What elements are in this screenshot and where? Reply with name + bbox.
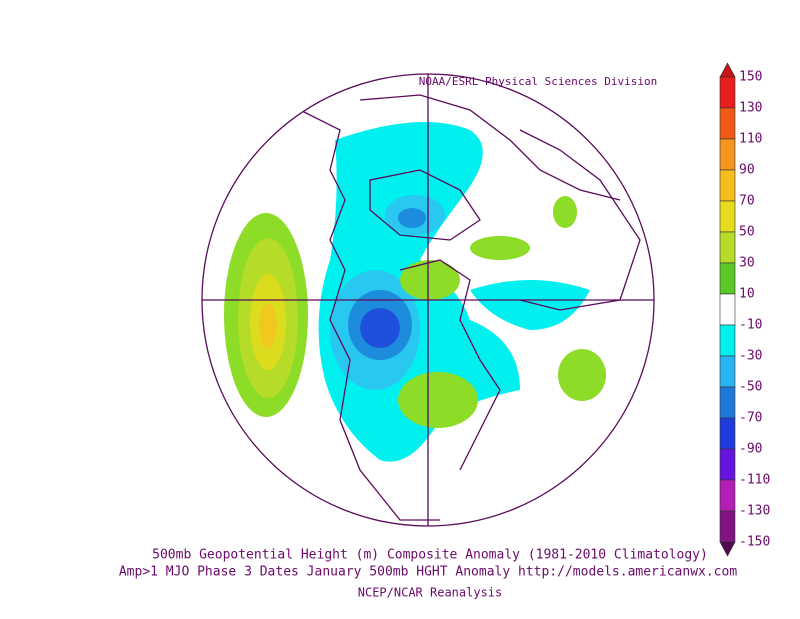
colorbar-swatch (719, 231, 736, 264)
colorbar-swatch (719, 138, 736, 171)
map (202, 74, 654, 526)
colorbar-swatch (719, 324, 736, 357)
colorbar-label: -110 (739, 473, 770, 488)
colorbar-swatch (719, 169, 736, 202)
colorbar-label: -70 (739, 411, 762, 426)
colorbar-label: 130 (739, 101, 762, 116)
colorbar-label: 30 (739, 256, 755, 271)
colorbar-label: 50 (739, 225, 755, 240)
colorbar-label: 110 (739, 132, 762, 147)
colorbar-arrow (719, 62, 736, 78)
colorbar: 150 130 110 90 70 50 30 10 -10 -30 -50 -70 -90 -110 -1… (719, 62, 770, 557)
colorbar-label: 150 (739, 70, 762, 85)
colorbar-swatch (719, 200, 736, 233)
caption: NCEP/NCAR Reanalysis (358, 586, 503, 600)
colorbar-label: 70 (739, 194, 755, 209)
colorbar-swatch (719, 76, 736, 109)
colorbar-swatch (719, 417, 736, 450)
colorbar-swatch (719, 510, 736, 543)
colorbar-label: -90 (739, 442, 762, 457)
caption: 500mb Geopotential Height (m) Composite … (152, 548, 708, 563)
colorbar-swatch (719, 262, 736, 295)
colorbar-label: -130 (739, 504, 770, 519)
credit: NOAA/ESRL Physical Sciences Division (419, 75, 657, 88)
colorbar-swatch (719, 386, 736, 419)
colorbar-swatch (719, 479, 736, 512)
colorbar-swatch (719, 107, 736, 140)
caption: Amp>1 MJO Phase 3 Dates January 500mb HG… (119, 565, 737, 580)
colorbar-label: 90 (739, 163, 755, 178)
colorbar-swatch (719, 448, 736, 481)
colorbar-swatch (719, 293, 736, 326)
colorbar-label: 10 (739, 287, 755, 302)
colorbar-label: -10 (739, 318, 762, 333)
colorbar-label: -150 (739, 535, 770, 550)
colorbar-arrow (719, 541, 736, 557)
colorbar-swatch (719, 355, 736, 388)
colorbar-label: -30 (739, 349, 762, 364)
colorbar-label: -50 (739, 380, 762, 395)
